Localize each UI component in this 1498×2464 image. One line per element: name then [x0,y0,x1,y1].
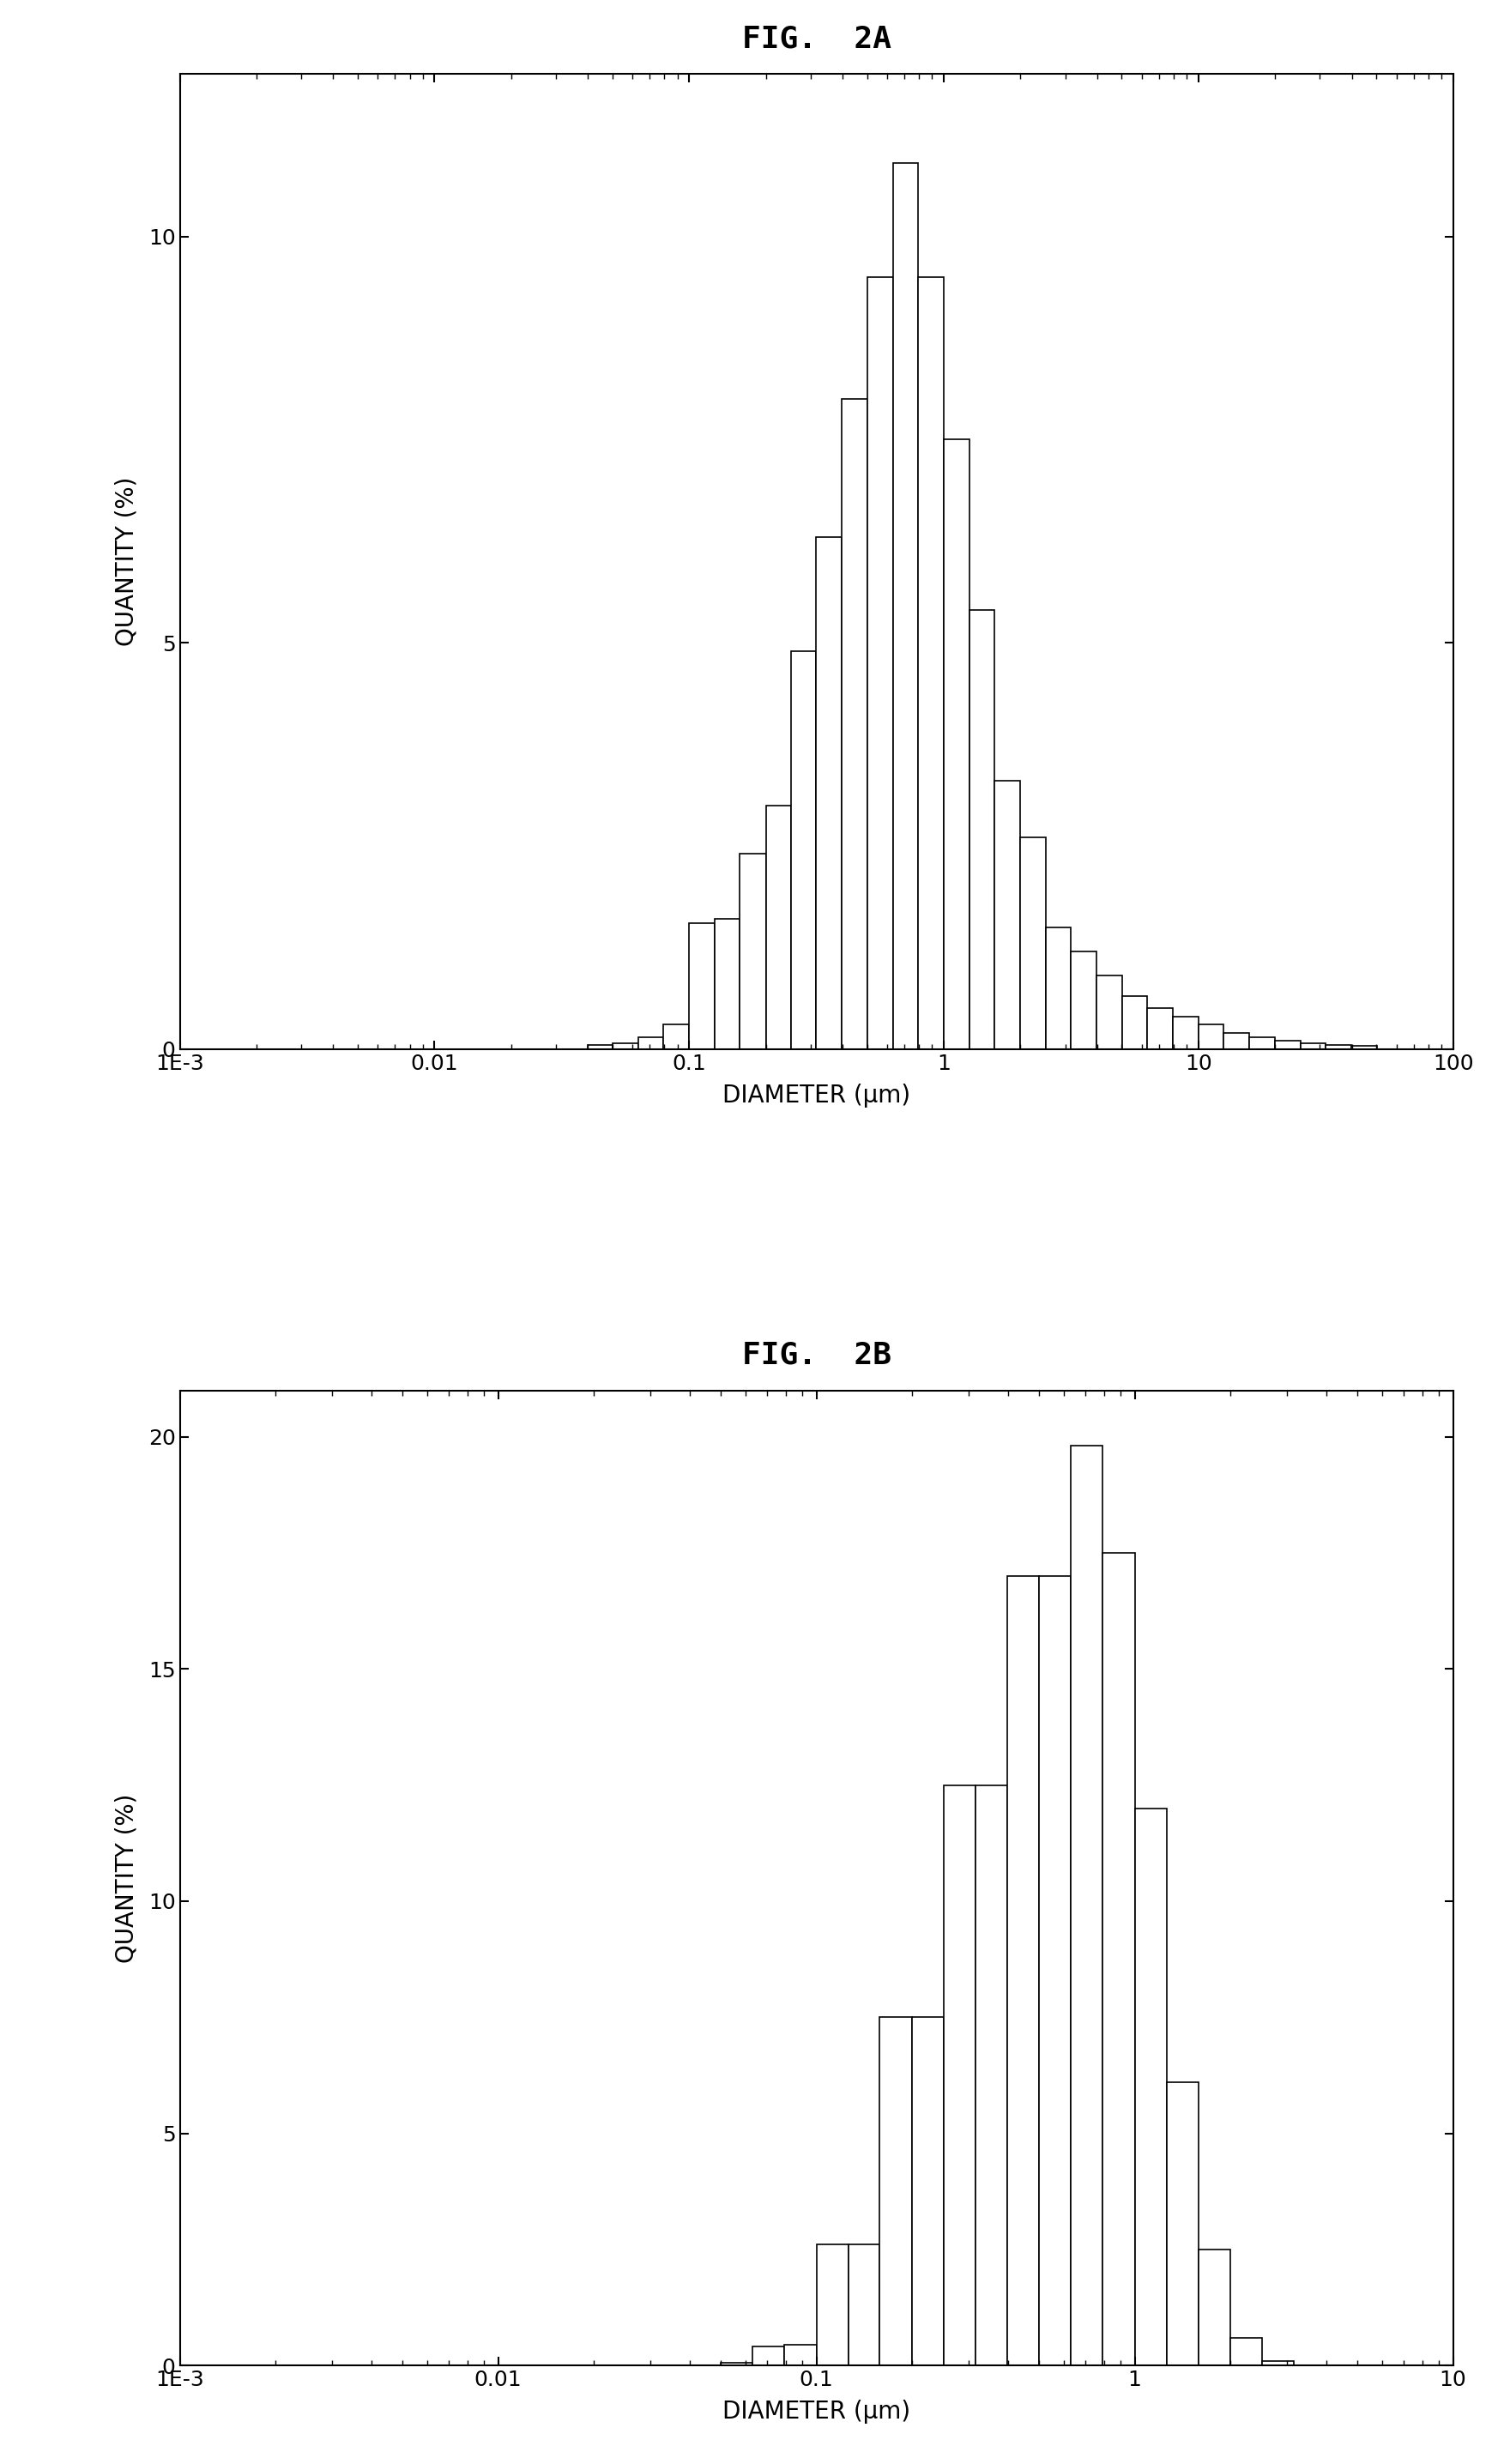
Title: FIG.  2B: FIG. 2B [742,1340,891,1370]
Bar [613,1042,638,1050]
Bar [944,1784,975,2365]
Bar [893,163,918,1050]
Bar [1020,838,1046,1050]
Bar [1326,1045,1351,1050]
Bar [664,1025,689,1050]
Bar [1173,1018,1198,1050]
Bar [1007,1577,1040,2365]
Bar [1275,1040,1300,1050]
Bar [1135,1809,1167,2365]
Bar [638,1037,664,1050]
Bar [587,1045,613,1050]
Bar [1147,1008,1173,1050]
Bar [1046,926,1071,1050]
Bar [1103,1552,1135,2365]
X-axis label: DIAMETER (μm): DIAMETER (μm) [722,1084,911,1106]
Bar [1198,2250,1230,2365]
Bar [816,2245,848,2365]
Bar [975,1784,1007,2365]
Bar [689,924,715,1050]
Bar [944,439,969,1050]
Bar [1071,951,1097,1050]
Bar [918,276,944,1050]
Bar [1224,1032,1249,1050]
Bar [1040,1577,1071,2365]
Bar [752,2346,783,2365]
Bar [1167,2082,1198,2365]
Bar [1300,1042,1326,1050]
Y-axis label: QUANTITY (%): QUANTITY (%) [115,1794,139,1961]
Bar [1122,995,1147,1050]
Bar [1097,976,1122,1050]
Bar [816,537,842,1050]
Bar [912,2018,944,2365]
Bar [1249,1037,1275,1050]
Bar [1263,2361,1294,2365]
Bar [842,399,867,1050]
Bar [1071,1446,1103,2365]
Bar [1230,2338,1263,2365]
Bar [740,855,765,1050]
Bar [715,919,740,1050]
Bar [791,650,816,1050]
Bar [867,276,893,1050]
Title: FIG.  2A: FIG. 2A [742,25,891,54]
Bar [1198,1025,1224,1050]
Bar [783,2346,816,2365]
X-axis label: DIAMETER (μm): DIAMETER (μm) [722,2400,911,2425]
Bar [879,2018,912,2365]
Bar [969,611,995,1050]
Bar [995,781,1020,1050]
Bar [1351,1045,1377,1050]
Bar [848,2245,879,2365]
Bar [765,806,791,1050]
Y-axis label: QUANTITY (%): QUANTITY (%) [115,478,139,646]
